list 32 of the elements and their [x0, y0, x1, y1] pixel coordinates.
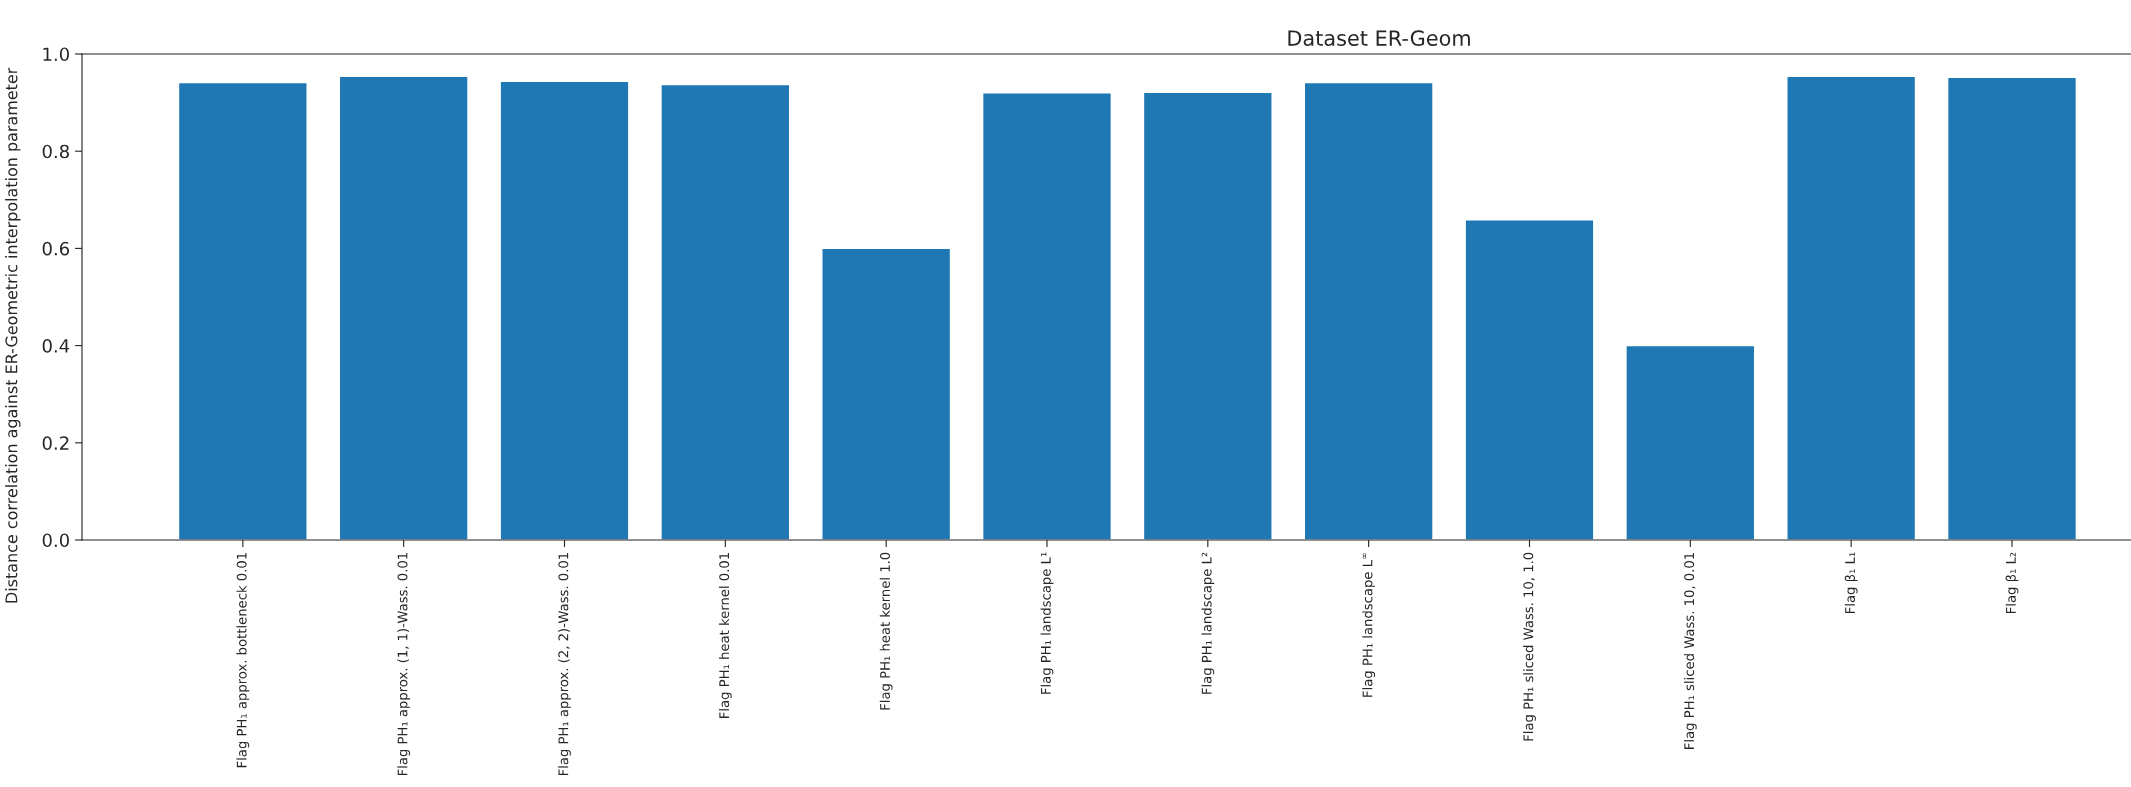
x-tick-label: Flag β₁ L₁ [1844, 552, 1858, 613]
y-tick-label: 0.4 [42, 339, 70, 353]
bar [1786, 75, 1917, 540]
x-tick-label: Flag PH₁ landscape L¹ [1040, 552, 1054, 694]
x-tick-label: Flag PH₁ approx. (1, 1)-Wass. 0.01 [397, 553, 411, 776]
x-tick-label: Flag PH₁ approx. bottleneck 0.01 [236, 553, 250, 768]
x-tick-label: Flag PH₁ heat kernel 1.0 [879, 552, 893, 710]
y-tick-label: 0.6 [42, 241, 70, 256]
bar [981, 92, 1113, 540]
y-axis-title: Distance correlation against ER-Geometric interpolation parameter [5, 67, 21, 603]
bar [499, 80, 630, 540]
bar [821, 247, 952, 540]
x-tick-label: Flag PH₁ landscape L$^{∞}$ [1362, 553, 1376, 697]
x-tick-label: Flag PH₁ sliced Wass. 10, 1.0 [1523, 552, 1536, 741]
bar [1303, 81, 1434, 540]
bar [1464, 219, 1595, 540]
chart-title: Dataset ER-Geom [1288, 30, 1470, 46]
x-tick-label: Flag PH₁ landscape L² [1201, 552, 1215, 694]
x-tick-label: Flag PH₁ sliced Wass. 10, 0.01 [1683, 553, 1697, 749]
bar [1142, 91, 1273, 540]
y-tick-label: 0.0 [42, 533, 69, 548]
bar [660, 83, 791, 540]
y-tick-label: 0.2 [42, 436, 69, 450]
bar [177, 81, 308, 540]
bar [1625, 344, 1756, 540]
x-tick-label: Flag PH₁ approx. (2, 2)-Wass. 0.01 [558, 553, 571, 776]
x-tick-label: Flag PH₁ heat kernel 0.01 [718, 553, 732, 718]
y-tick-label: 1.0 [43, 47, 69, 62]
bar [338, 75, 469, 540]
y-tick-label: 0.8 [42, 144, 69, 159]
x-tick-label: Flag β₁ L₂ [2005, 552, 2019, 613]
bar [1946, 76, 2078, 540]
